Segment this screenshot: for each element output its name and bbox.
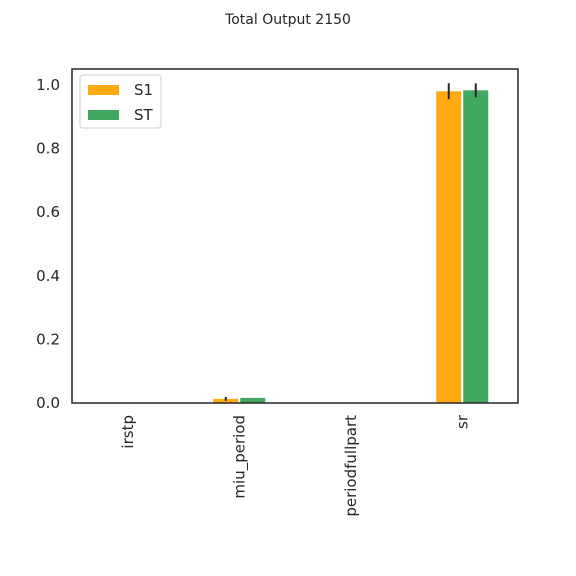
bar-st-sr [463, 90, 489, 403]
bar-s1-miu_period [213, 398, 239, 403]
y-tick-label-0.4: 0.4 [36, 267, 60, 285]
y-tick-label-0.0: 0.0 [36, 394, 60, 412]
y-tick-label-0.6: 0.6 [36, 203, 60, 221]
legend-label-s1: S1 [134, 81, 153, 99]
x-tick-label-miu_period: miu_period [230, 415, 249, 499]
legend-label-st: ST [134, 106, 154, 124]
legend-swatch-st [88, 110, 119, 120]
y-tick-label-0.8: 0.8 [36, 140, 60, 158]
y-tick-label-0.2: 0.2 [36, 330, 60, 348]
x-tick-label-sr: sr [453, 414, 471, 429]
plot-area: irstp miu_period periodfullpart sr 0.0 0.2 0.4… [36, 68, 519, 517]
bar-s1-sr [436, 91, 462, 404]
y-tick-label-1.0: 1.0 [36, 76, 60, 94]
x-tick-label-periodfullpart: periodfullpart [342, 415, 360, 517]
plot-frame [71, 68, 519, 404]
chart-title: Total Output 2150 [224, 12, 351, 28]
bar-st-miu_period [240, 397, 266, 403]
legend-swatch-s1 [88, 85, 119, 95]
x-tick-label-irstp: irstp [119, 415, 137, 449]
